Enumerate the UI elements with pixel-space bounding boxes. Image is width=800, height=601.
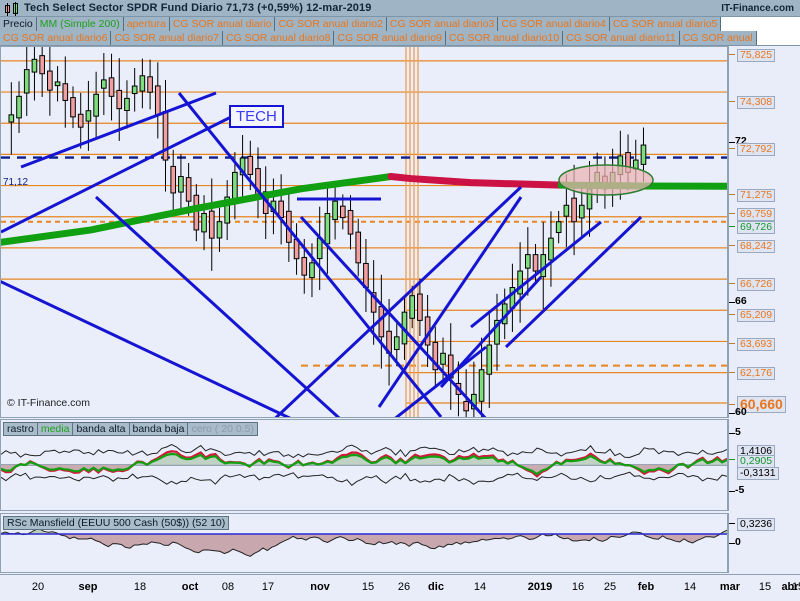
price-axis-label: 66 [735,295,747,307]
indicator-tab-row-2: CG SOR anual diario6 CG SOR anual diario… [0,31,800,46]
price-axis-label: 60 [735,406,747,418]
price-axis-label: 72 [735,135,747,147]
tab-mm-simple-200[interactable]: MM (Simple 200) [37,17,124,31]
legend-cero[interactable]: cero ( 20 0.5) [187,422,258,436]
time-axis-label: 20 [31,581,45,593]
oscillator-legend: rastro media banda alta banda baja cero … [3,422,258,436]
price-axis-label: 69,759 [737,208,776,221]
title-bar: Tech Select Sector SPDR Fund Diario 71,7… [0,0,800,17]
time-axis-label: 26 [397,581,411,593]
rsc-axis: 0,3236 0 [728,513,800,573]
legend-banda-alta[interactable]: banda alta [72,422,130,436]
time-axis-label: 15 [758,581,772,593]
time-axis-label: 15 [361,581,375,593]
candlestick-icon [4,1,20,16]
price-axis-label: 68,242 [737,240,776,253]
price-plot [1,47,727,417]
oscillator-axis-label: 5 [735,426,741,438]
legend-rastro[interactable]: rastro [3,422,38,436]
tab-cg-sor-anual-diario4[interactable]: CG SOR anual diario4 [498,17,610,31]
price-axis-label: 66,726 [737,278,776,291]
time-axis-label: oct [181,581,199,593]
price-axis-label-current: 60,660 [737,396,786,413]
rsc-value-current: 0,3236 [737,518,776,531]
tab-cg-sor-anual-diario10[interactable]: CG SOR anual diario10 [446,31,564,45]
tab-apertura[interactable]: apertura [124,17,170,31]
oscillator-plot [1,443,727,486]
rsc-mansfield-panel[interactable]: RSc Mansfield (EEUU 500 Cash (50$)) (52 … [0,513,728,573]
time-axis: 20 sep 18 oct 08 17 nov 15 26 dic 14 2019 16 25 feb 14 m… [0,574,800,601]
tab-cg-sor-anual-diario11[interactable]: CG SOR anual diario11 [563,31,680,45]
time-axis-label: nov [310,581,330,593]
rsc-legend: RSc Mansfield (EEUU 500 Cash (50$)) (52 … [3,516,230,530]
time-axis-label: 2019 [527,581,553,593]
watermark: © IT-Finance.com [7,397,91,409]
time-axis-label: 15 [791,581,800,593]
oscillator-axis: 5 1,4106 0,2905 -0,3131 -5 [728,419,800,511]
oscillator-panel[interactable]: rastro media banda alta banda baja cero … [0,419,728,511]
legend-media[interactable]: media [36,422,74,436]
time-axis-label: 16 [571,581,585,593]
oscillator-axis-label: -5 [735,484,745,496]
tab-row-filler-2 [756,31,800,45]
tab-cg-sor-anual-diario6[interactable]: CG SOR anual diario6 [0,31,112,45]
time-axis-label: 17 [261,581,275,593]
time-axis-label: 14 [473,581,487,593]
tab-row-filler [721,17,800,31]
rsc-axis-label-zero: 0 [735,536,741,548]
annotation-textbox-tech[interactable]: TECH [229,105,284,128]
price-axis-label: 71,275 [737,189,776,202]
price-axis-label: 63,693 [737,338,776,351]
tab-cg-sor-anual-diario[interactable]: CG SOR anual diario [170,17,276,31]
price-axis-label: 74,308 [737,96,776,109]
time-axis-label: dic [428,581,444,593]
time-axis-label: abr [781,581,799,593]
time-axis-label: sep [78,581,98,593]
price-axis: 75,825 74,308 72 72,792 71,275 69,759 69… [728,46,800,439]
time-axis-label: mar [719,581,741,593]
legend-rsc-mansfield[interactable]: RSc Mansfield (EEUU 500 Cash (50$)) (52 … [3,516,230,530]
legend-banda-baja[interactable]: banda baja [128,422,189,436]
price-chart-panel[interactable]: TECH 71,12 © IT-Finance.com [0,46,728,418]
tab-precio[interactable]: Precio [0,17,37,31]
time-axis-label: 08 [221,581,235,593]
tab-cg-sor-anual-diario7[interactable]: CG SOR anual diario7 [111,31,223,45]
page-title: Tech Select Sector SPDR Fund Diario 71,7… [24,2,372,14]
time-axis-label: 18 [133,581,147,593]
rsc-plot [1,528,727,557]
tab-cg-sor-anual-diario8[interactable]: CG SOR anual diario8 [223,31,335,45]
price-axis-label: 75,825 [737,49,776,62]
price-axis-label-ma: 69,726 [737,221,776,234]
price-axis-label: 62,176 [737,367,776,380]
oscillator-value-rastro: -0,3131 [737,467,779,480]
time-axis-label: 14 [683,581,697,593]
price-axis-label: 65,209 [737,309,776,322]
time-axis-label: feb [637,581,655,593]
tab-cg-sor-anual-diario5[interactable]: CG SOR anual diario5 [610,17,722,31]
dashed-level-label: 71,12 [3,177,29,188]
time-axis-label: 25 [603,581,617,593]
tab-cg-sor-anual-diario3[interactable]: CG SOR anual diario3 [387,17,499,31]
tab-cg-sor-anual[interactable]: CG SOR anual [680,31,757,45]
brand-label: IT-Finance.com [721,2,794,14]
tab-cg-sor-anual-diario9[interactable]: CG SOR anual diario9 [334,31,446,45]
tab-cg-sor-anual-diario2[interactable]: CG SOR anual diario2 [275,17,387,31]
indicator-tab-row-1: Precio MM (Simple 200) apertura CG SOR a… [0,17,800,31]
price-axis-label: 72,792 [737,143,776,156]
